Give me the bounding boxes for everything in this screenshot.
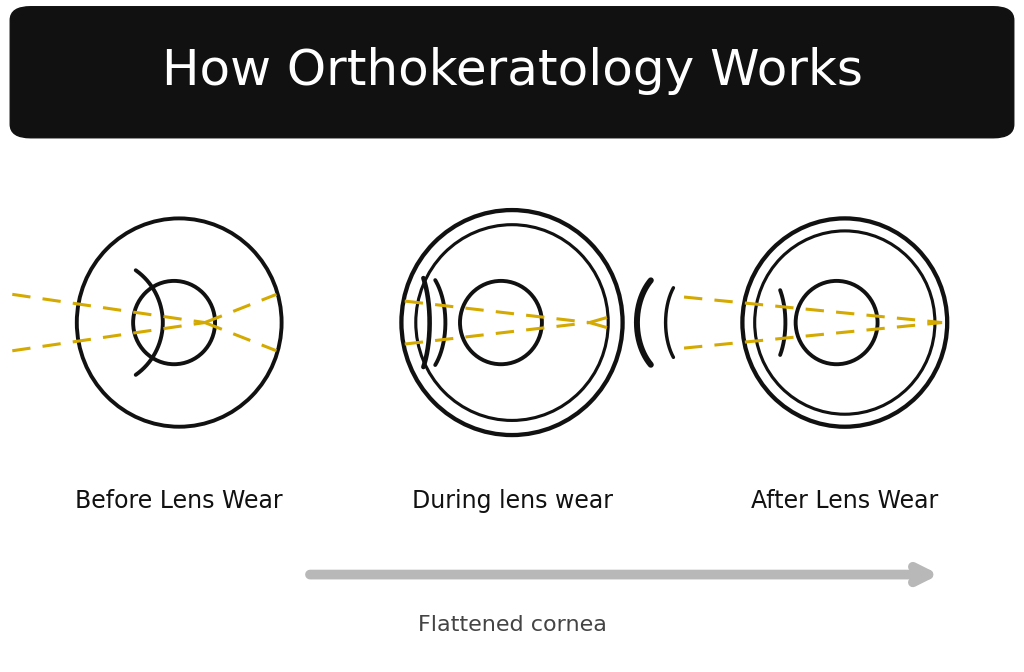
Ellipse shape — [416, 224, 608, 421]
Ellipse shape — [796, 281, 878, 364]
FancyBboxPatch shape — [10, 7, 1014, 138]
Text: Flattened cornea: Flattened cornea — [418, 615, 606, 635]
Text: After Lens Wear: After Lens Wear — [752, 489, 938, 513]
Text: Before Lens Wear: Before Lens Wear — [76, 489, 283, 513]
Ellipse shape — [77, 218, 282, 427]
Text: During lens wear: During lens wear — [412, 489, 612, 513]
Ellipse shape — [460, 281, 542, 364]
Ellipse shape — [742, 218, 947, 427]
Ellipse shape — [755, 231, 935, 414]
Ellipse shape — [133, 281, 215, 364]
Ellipse shape — [401, 210, 623, 435]
Text: How Orthokeratology Works: How Orthokeratology Works — [162, 46, 862, 95]
